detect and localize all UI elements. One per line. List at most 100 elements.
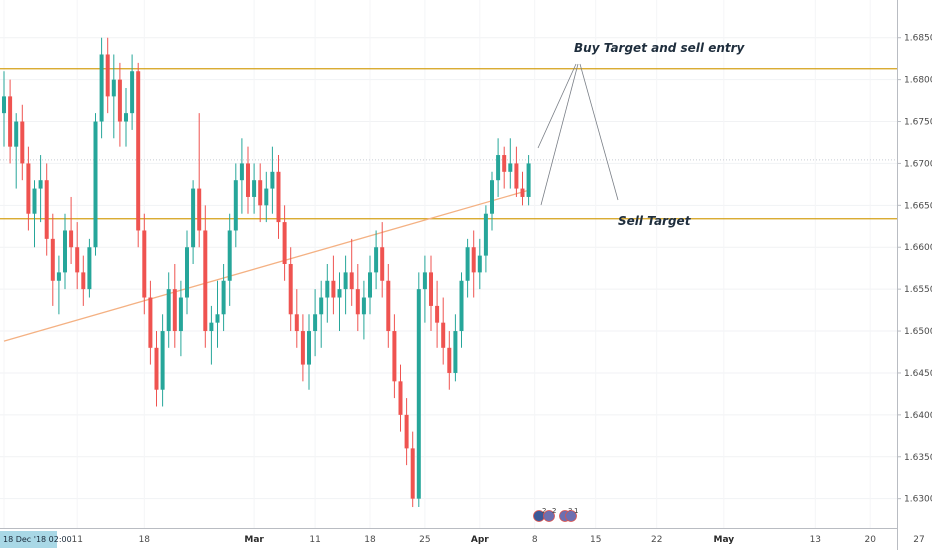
candle-body [349,272,354,290]
candle-body [386,280,391,332]
y-tick-label: 1.68000 [904,76,932,86]
candle-body [514,163,519,189]
candle-body [32,188,37,214]
price-axis[interactable] [897,0,932,550]
moving-average-line [3,189,529,342]
candle-body [282,222,287,264]
candle-body [465,247,470,281]
candle-body [477,255,482,273]
y-tick-label: 1.64000 [904,411,932,421]
candle-body [313,314,318,332]
candle-body [380,247,385,281]
candle-body [2,96,6,114]
y-tick-label: 1.63500 [904,453,932,463]
crosshair-date-label: 18 Dec '18 02:00 [3,535,72,544]
annotation-line [579,63,619,201]
x-tick-label: 8 [532,535,538,545]
candle-body [246,163,250,197]
annotation-line [537,63,577,149]
x-tick-label: 22 [651,535,662,545]
candle-body [374,247,379,273]
candle-body [8,96,13,147]
candle-body [130,71,135,114]
x-tick-label: 18 [139,535,151,545]
annotation-buy-target[interactable]: Buy Target and sell entry [574,41,746,55]
candle-body [191,188,196,248]
candle-body [185,247,189,298]
candle-body [361,297,366,315]
candle-body [221,280,226,315]
candle-body [502,155,507,172]
candle-body [496,155,501,181]
y-tick-label: 1.66500 [904,201,932,211]
candle-body [111,79,116,97]
x-tick-label: May [713,535,734,545]
candle-body [258,180,263,206]
x-tick-label: 15 [590,535,601,545]
event-marker[interactable] [565,510,577,522]
x-tick-label: Mar [244,535,264,545]
candle-body [75,247,80,273]
candle-body [331,280,336,298]
candle-body [44,180,49,239]
y-tick-label: 1.67500 [904,118,932,128]
event-marker-count: 2 [542,507,546,515]
y-tick-label: 1.67000 [904,159,932,169]
x-tick-label: 18 [364,535,376,545]
event-marker[interactable] [543,510,555,522]
candle-body [160,331,165,390]
candle-body [435,305,440,323]
candle-body [526,163,531,197]
candle-body [398,381,403,415]
candle-body [343,272,348,290]
candle-body [276,171,281,223]
candle-body [471,247,476,273]
candle-body [124,113,128,122]
candle-body [93,121,98,248]
candle-body [490,180,494,214]
moving-average [3,189,529,342]
candle-body [239,163,244,181]
candle-body [368,272,372,298]
candle-body [87,247,92,290]
annotation-sell-target[interactable]: Sell Target [618,214,692,228]
candle-body [392,331,397,382]
candle-body [178,297,183,332]
crosshair-date-box [0,531,57,548]
candle-body [154,347,159,390]
candle-body [142,230,147,298]
candles [2,37,531,508]
candle-body [422,272,427,290]
x-tick-label: 20 [864,535,876,545]
y-tick-label: 1.66000 [904,243,932,253]
y-tick-label: 1.64500 [904,369,932,379]
candle-body [447,347,452,373]
candle-body [325,280,330,298]
candle-body [294,314,299,332]
x-tick-label: 27 [913,535,924,545]
candle-body [148,297,153,348]
candle-body [508,163,513,172]
candle-body [26,163,31,214]
candle-body [453,331,458,373]
candle-body [404,414,409,449]
candle-body [117,79,122,122]
candle-body [410,448,415,499]
y-tick-label: 1.68500 [904,34,932,44]
candle-body [99,54,104,122]
candle-body [197,188,202,231]
annotation-line [540,63,579,206]
candle-body [252,180,257,197]
candle-body [270,171,275,189]
candle-body [38,180,43,189]
candle-body [69,230,74,248]
candle-body [136,71,141,231]
candle-body [50,238,55,281]
y-tick-label: 1.65000 [904,327,932,337]
candle-body [300,331,305,365]
candle-body [355,289,360,315]
candle-body [459,280,464,332]
